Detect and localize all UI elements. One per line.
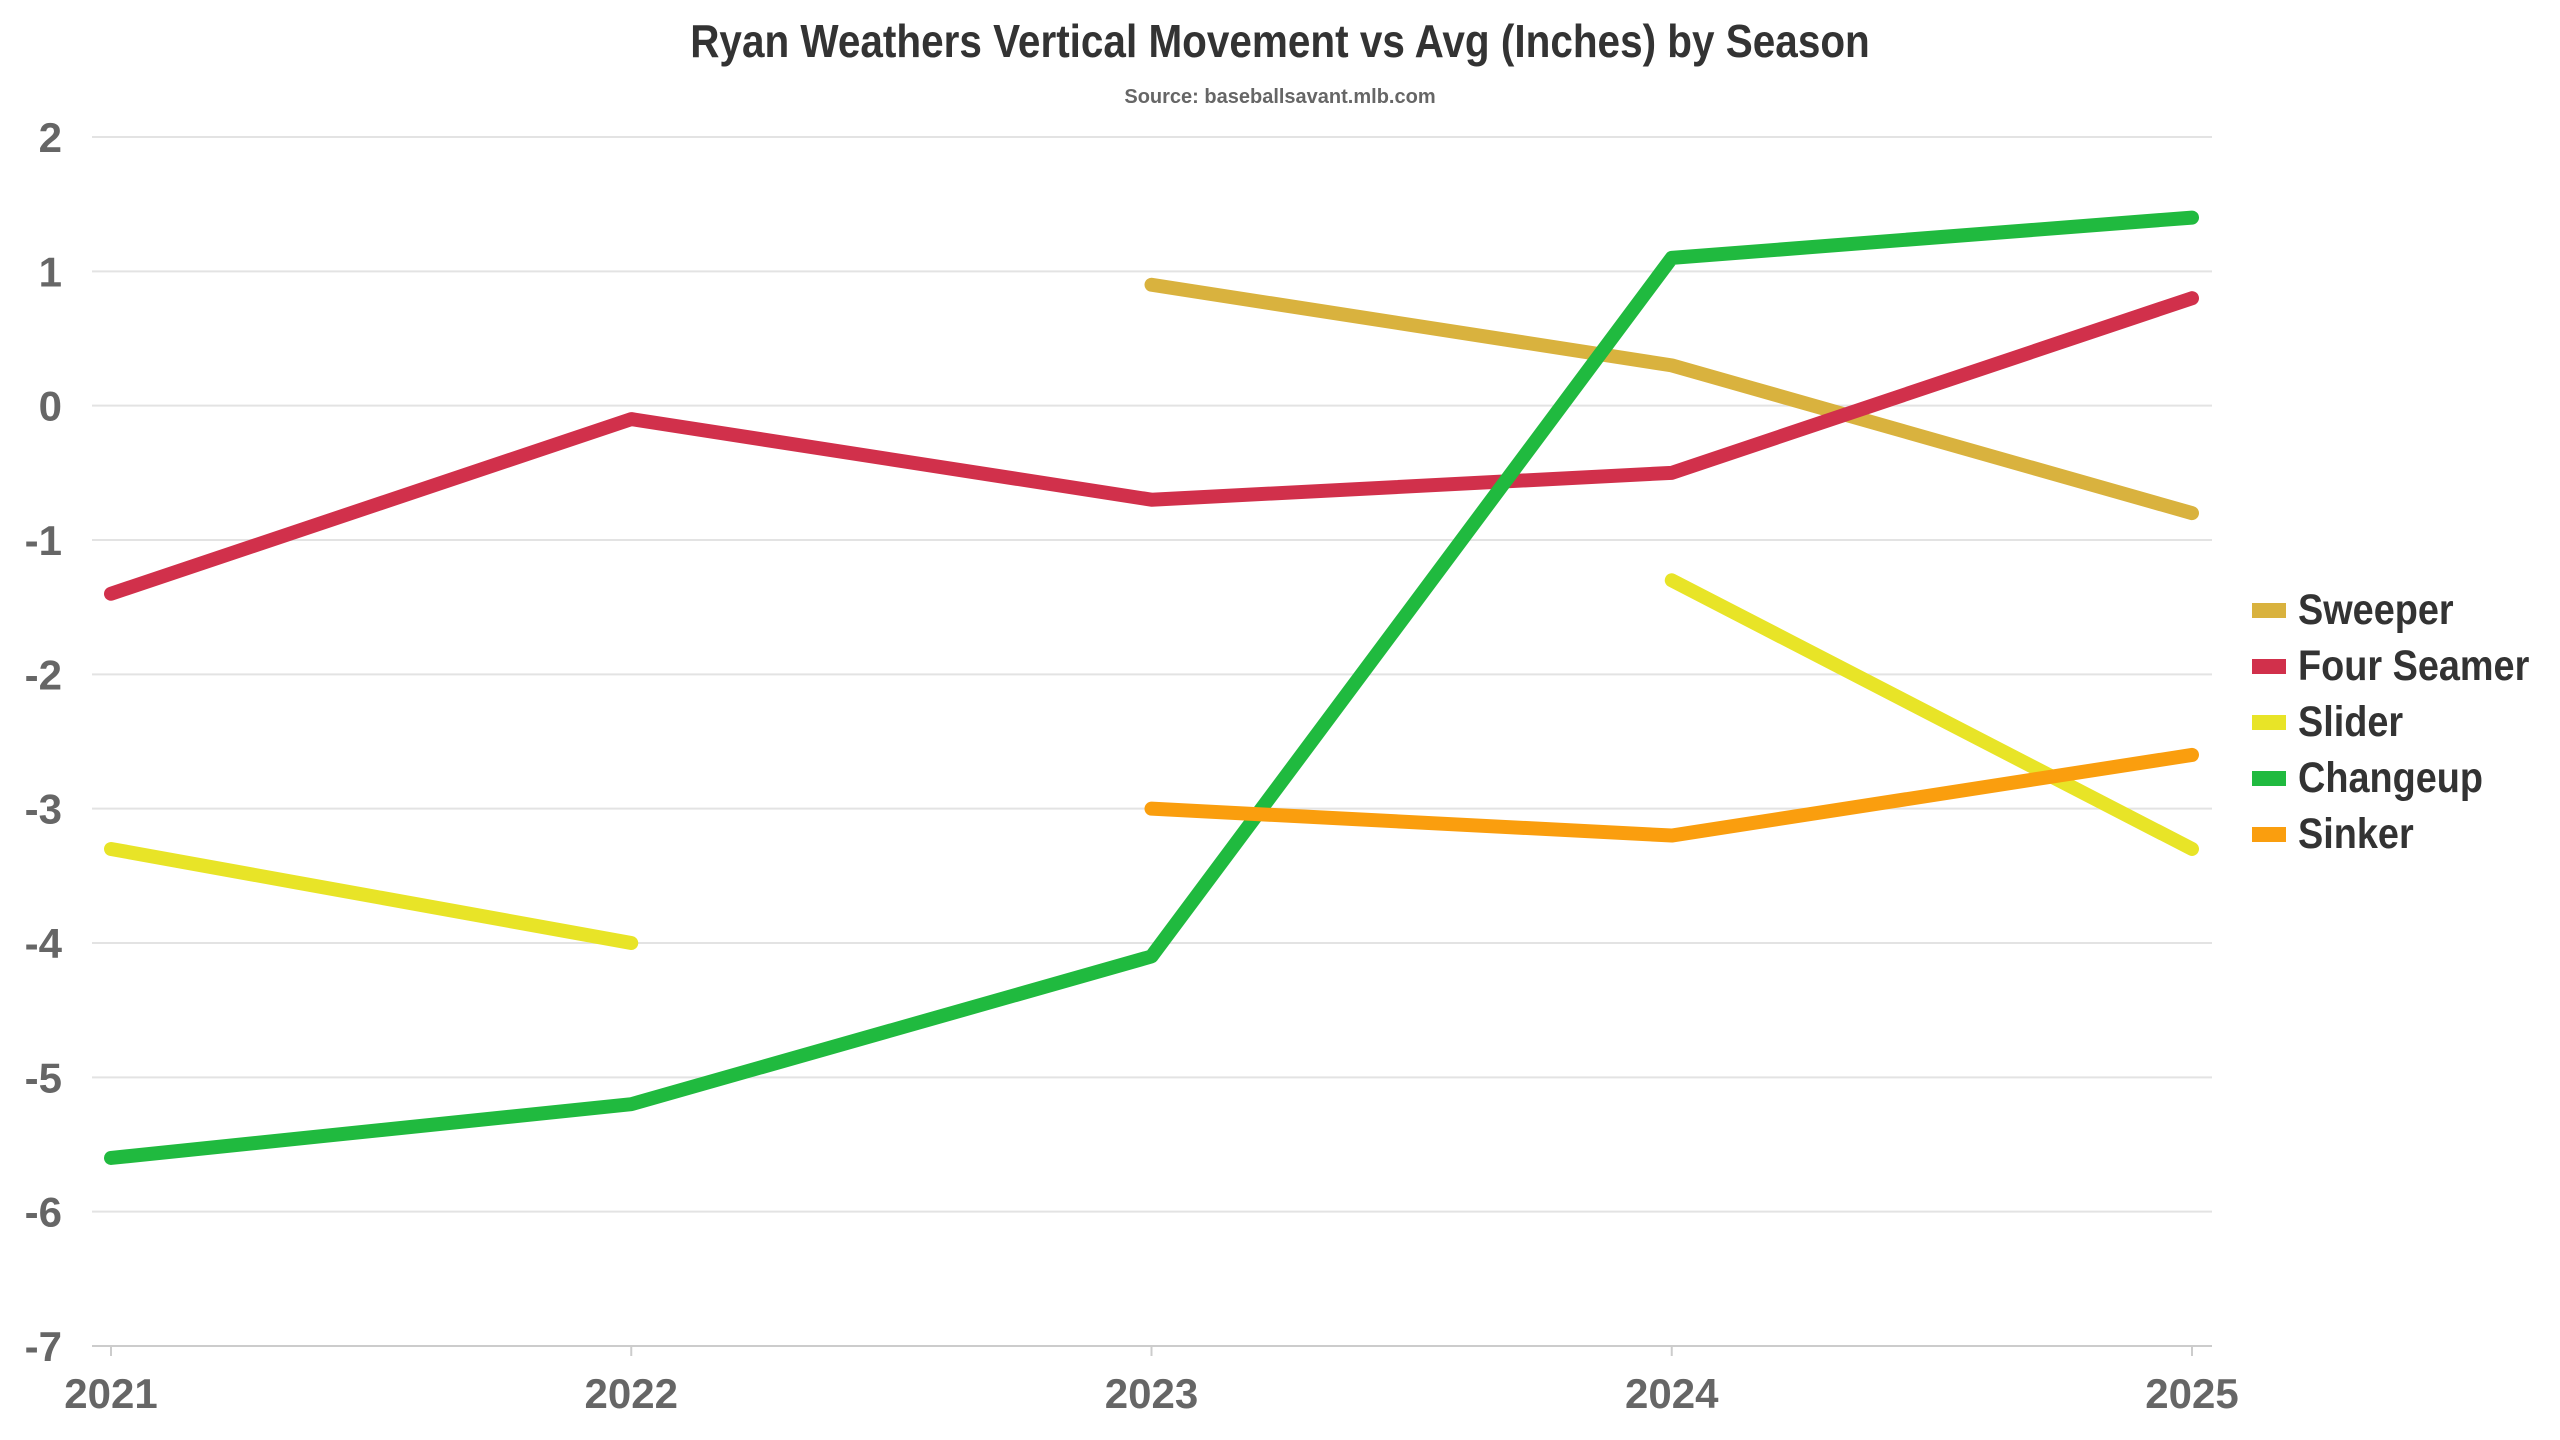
legend-swatch	[2252, 602, 2286, 618]
y-tick-label: 2	[39, 114, 62, 161]
legend-item-slider: Slider	[2252, 694, 2560, 750]
y-tick-label: 1	[39, 248, 62, 295]
series-line-four-seamer	[104, 291, 2199, 601]
y-tick-label: -5	[25, 1054, 62, 1101]
y-tick-label: -4	[25, 920, 63, 967]
x-tick-label: 2022	[585, 1370, 678, 1417]
legend-label: Sweeper	[2298, 585, 2454, 634]
legend-swatch	[2252, 714, 2286, 730]
legend-label: Slider	[2298, 697, 2404, 746]
y-tick-label: -7	[25, 1323, 62, 1370]
y-tick-label: -1	[25, 517, 62, 564]
legend-item-sweeper: Sweeper	[2252, 582, 2560, 638]
series-line-sweeper	[1144, 277, 2199, 521]
y-tick-label: -2	[25, 651, 62, 698]
series-line-slider	[1664, 573, 2199, 856]
legend-swatch	[2252, 826, 2286, 842]
x-tick-label: 2024	[1625, 1370, 1719, 1417]
axes	[92, 1345, 2212, 1356]
y-tick-label: -3	[25, 786, 62, 833]
x-tick-label: 2023	[1105, 1370, 1198, 1417]
x-tick-label: 2025	[2145, 1370, 2238, 1417]
legend-label: Changeup	[2298, 753, 2483, 802]
grid-lines	[92, 136, 2212, 1213]
legend-item-four-seamer: Four Seamer	[2252, 638, 2560, 694]
legend-swatch	[2252, 658, 2286, 674]
y-tick-label: -6	[25, 1189, 62, 1236]
series-line-slider	[104, 841, 639, 950]
legend-label: Four Seamer	[2298, 641, 2530, 690]
x-tick-label: 2021	[64, 1370, 157, 1417]
series-lines	[104, 210, 2199, 1165]
legend-item-changeup: Changeup	[2252, 750, 2560, 806]
y-tick-label: 0	[39, 383, 62, 430]
series-line-changeup	[104, 210, 2199, 1165]
legend-swatch	[2252, 770, 2286, 786]
legend-label: Sinker	[2298, 809, 2414, 858]
chart-title: Ryan Weathers Vertical Movement vs Avg (…	[690, 15, 1870, 67]
legend-item-sinker: Sinker	[2252, 806, 2560, 862]
series-line-sinker	[1144, 747, 2199, 843]
legend: Sweeper Four Seamer Slider Changeup Sinker	[2252, 582, 2560, 862]
chart-subtitle: Source: baseballsavant.mlb.com	[1124, 86, 1436, 108]
